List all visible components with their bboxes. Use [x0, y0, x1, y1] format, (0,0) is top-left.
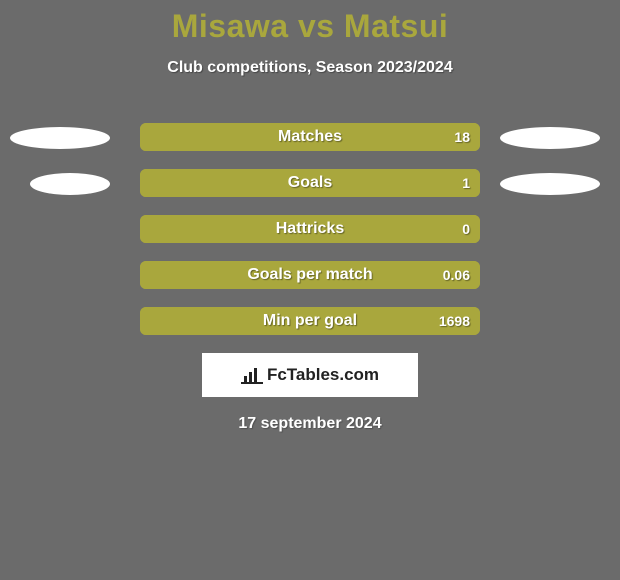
bar-label: Hattricks — [140, 215, 480, 243]
right-ellipse — [500, 173, 600, 195]
stat-rows: Matches 18 Goals 1 Hattricks 0 — [0, 123, 620, 335]
bar-value-right: 18 — [454, 123, 470, 151]
bar-value-right: 0 — [462, 215, 470, 243]
logo-box: FcTables.com — [202, 353, 418, 397]
bar-value-right: 1698 — [439, 307, 470, 335]
bar-chart-icon — [241, 366, 263, 384]
stat-row: Hattricks 0 — [0, 215, 620, 243]
left-ellipse — [30, 173, 110, 195]
bar-label: Matches — [140, 123, 480, 151]
right-ellipse — [500, 127, 600, 149]
stat-row: Goals per match 0.06 — [0, 261, 620, 289]
bar-value-right: 0.06 — [443, 261, 470, 289]
date-line: 17 september 2024 — [0, 415, 620, 433]
stat-row: Min per goal 1698 — [0, 307, 620, 335]
subtitle: Club competitions, Season 2023/2024 — [0, 59, 620, 77]
bar-label: Goals per match — [140, 261, 480, 289]
bar-label: Goals — [140, 169, 480, 197]
stat-row: Matches 18 — [0, 123, 620, 151]
bar-value-right: 1 — [462, 169, 470, 197]
bar-label: Min per goal — [140, 307, 480, 335]
stat-row: Goals 1 — [0, 169, 620, 197]
logo-text: FcTables.com — [267, 365, 379, 385]
comparison-infographic: Misawa vs Matsui Club competitions, Seas… — [0, 0, 620, 580]
left-ellipse — [10, 127, 110, 149]
page-title: Misawa vs Matsui — [0, 0, 620, 45]
